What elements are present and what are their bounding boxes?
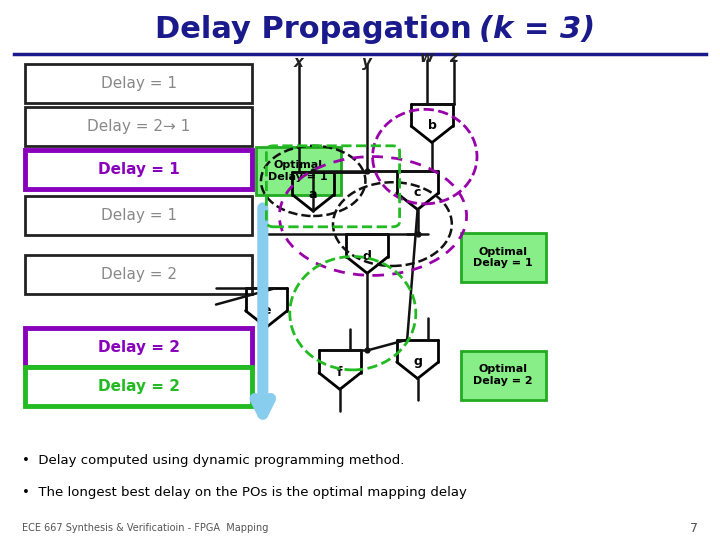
- FancyBboxPatch shape: [256, 147, 341, 195]
- FancyBboxPatch shape: [25, 255, 252, 294]
- Text: g: g: [413, 355, 422, 368]
- Text: Optimal
Delay = 1: Optimal Delay = 1: [474, 247, 533, 268]
- Text: Delay = 1: Delay = 1: [101, 76, 176, 91]
- Text: Delay = 2: Delay = 2: [98, 340, 179, 355]
- Text: e: e: [262, 304, 271, 317]
- Text: Optimal
Delay = 2: Optimal Delay = 2: [474, 364, 533, 386]
- Text: (k = 3): (k = 3): [479, 15, 595, 44]
- Text: Delay = 2→ 1: Delay = 2→ 1: [87, 119, 190, 134]
- FancyBboxPatch shape: [25, 150, 252, 189]
- Text: z: z: [449, 50, 458, 65]
- Text: Delay = 1: Delay = 1: [98, 162, 179, 177]
- Text: Delay Propagation: Delay Propagation: [155, 15, 493, 44]
- Text: a: a: [309, 188, 318, 201]
- Text: 7: 7: [690, 522, 698, 535]
- Text: •  The longest best delay on the POs is the optimal mapping delay: • The longest best delay on the POs is t…: [22, 486, 467, 499]
- FancyBboxPatch shape: [461, 351, 546, 400]
- Text: Optimal
Delay = 1: Optimal Delay = 1: [269, 160, 328, 182]
- Text: Delay = 1: Delay = 1: [101, 208, 176, 223]
- FancyBboxPatch shape: [25, 328, 252, 367]
- Text: y: y: [362, 55, 372, 70]
- Text: b: b: [428, 119, 436, 132]
- Text: c: c: [414, 186, 421, 199]
- Text: d: d: [363, 250, 372, 263]
- Text: ECE 667 Synthesis & Verificatioin - FPGA  Mapping: ECE 667 Synthesis & Verificatioin - FPGA…: [22, 523, 268, 533]
- Text: •  Delay computed using dynamic programming method.: • Delay computed using dynamic programmi…: [22, 454, 404, 467]
- Text: w: w: [420, 50, 434, 65]
- Text: x: x: [294, 55, 304, 70]
- Text: Delay = 2: Delay = 2: [98, 379, 179, 394]
- FancyBboxPatch shape: [461, 233, 546, 282]
- FancyBboxPatch shape: [25, 367, 252, 406]
- FancyBboxPatch shape: [25, 196, 252, 235]
- FancyBboxPatch shape: [25, 64, 252, 103]
- Text: Delay = 2: Delay = 2: [101, 267, 176, 282]
- FancyBboxPatch shape: [25, 107, 252, 146]
- Text: f: f: [337, 366, 343, 379]
